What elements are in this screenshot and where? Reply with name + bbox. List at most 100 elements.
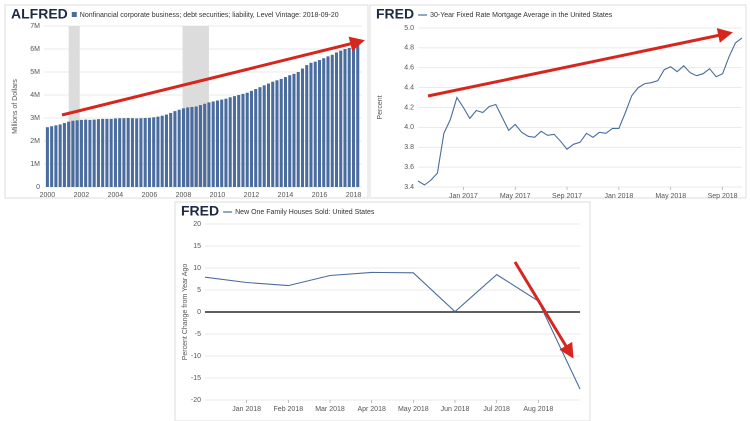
bar bbox=[271, 81, 275, 187]
bar bbox=[309, 62, 313, 187]
bar bbox=[84, 119, 88, 187]
y-tick-label: 4.4 bbox=[404, 84, 414, 91]
bar bbox=[139, 118, 143, 187]
x-tick-label: Jun 2018 bbox=[441, 406, 470, 413]
bar bbox=[317, 60, 322, 187]
bar bbox=[177, 109, 181, 187]
bar bbox=[164, 114, 168, 187]
legend-label: New One Family Houses Sold: United State… bbox=[235, 209, 375, 216]
bar bbox=[292, 73, 296, 187]
bar bbox=[228, 97, 232, 187]
bar bbox=[245, 92, 249, 187]
bar bbox=[313, 61, 317, 187]
bar bbox=[67, 121, 71, 187]
x-tick-label: 2018 bbox=[346, 192, 362, 199]
y-tick-label: 5.0 bbox=[404, 25, 414, 32]
bar bbox=[190, 106, 194, 187]
bar bbox=[122, 118, 126, 187]
bar bbox=[207, 102, 211, 187]
bar bbox=[254, 89, 258, 187]
y-tick-label: 7M bbox=[30, 23, 40, 30]
y-tick-label: -10 bbox=[191, 353, 201, 360]
bar bbox=[152, 117, 156, 187]
y-tick-label: 4M bbox=[30, 92, 40, 99]
x-tick-label: 2012 bbox=[244, 192, 260, 199]
y-tick-label: 2M bbox=[30, 138, 40, 145]
y-tick-label: 6M bbox=[30, 46, 40, 53]
x-tick-label: May 2018 bbox=[398, 406, 429, 413]
x-tick-label: 2006 bbox=[142, 192, 158, 199]
arrow bbox=[513, 261, 574, 359]
bar bbox=[156, 116, 160, 187]
y-tick-label: 4.8 bbox=[404, 45, 414, 52]
y-tick-label: -5 bbox=[195, 331, 201, 338]
bar bbox=[351, 45, 356, 187]
bar bbox=[334, 52, 339, 188]
y-tick-label: 5 bbox=[197, 287, 201, 294]
x-tick-label: Feb 2018 bbox=[274, 406, 304, 413]
bar bbox=[181, 108, 185, 187]
bar bbox=[279, 78, 283, 187]
y-tick-label: -20 bbox=[191, 397, 201, 404]
bar bbox=[143, 118, 147, 187]
bar bbox=[356, 44, 360, 188]
bar bbox=[339, 50, 343, 187]
bar bbox=[71, 120, 75, 187]
bar bbox=[160, 115, 164, 187]
y-tick-label: 5M bbox=[30, 69, 40, 76]
y-tick-label: 20 bbox=[193, 221, 201, 228]
bar bbox=[326, 56, 330, 187]
bar bbox=[288, 75, 292, 187]
x-tick-label: Sep 2017 bbox=[552, 193, 582, 200]
legend-label: 30-Year Fixed Rate Mortgage Average in t… bbox=[430, 12, 613, 19]
bar bbox=[224, 98, 228, 187]
x-tick-label: May 2017 bbox=[500, 193, 531, 200]
bar bbox=[347, 47, 351, 187]
y-tick-label: -15 bbox=[191, 375, 201, 382]
x-tick-label: 2004 bbox=[108, 192, 124, 199]
bar bbox=[75, 120, 79, 187]
bar bbox=[173, 111, 177, 187]
bar bbox=[79, 119, 83, 187]
recession-shade bbox=[68, 26, 80, 187]
bar bbox=[215, 100, 219, 187]
x-tick-label: Jan 2018 bbox=[232, 406, 261, 413]
bar bbox=[198, 105, 202, 187]
x-tick-label: 2016 bbox=[312, 192, 328, 199]
y-tick-label: 0 bbox=[197, 309, 201, 316]
y-tick-label: 3M bbox=[30, 115, 40, 122]
bar bbox=[45, 127, 49, 187]
bar bbox=[237, 95, 241, 187]
bar bbox=[249, 90, 253, 187]
bar bbox=[241, 93, 245, 187]
bar bbox=[203, 103, 207, 187]
bar bbox=[305, 65, 309, 187]
bar bbox=[186, 107, 190, 187]
bar bbox=[220, 99, 224, 187]
logo: FRED bbox=[376, 6, 414, 22]
bar bbox=[169, 112, 173, 187]
panel bbox=[369, 4, 747, 199]
annotations bbox=[61, 28, 733, 359]
x-tick-label: 2002 bbox=[74, 192, 90, 199]
x-tick-label: Jan 2018 bbox=[604, 193, 633, 200]
bar bbox=[330, 54, 334, 187]
bar bbox=[62, 123, 66, 187]
chart-title: Nonfinancial corporate business; debt se… bbox=[80, 12, 339, 19]
x-tick-label: 2000 bbox=[40, 192, 56, 199]
y-axis-title: Millions of Dollars bbox=[12, 79, 19, 134]
y-axis-title: Percent Change from Year Ago bbox=[182, 264, 189, 361]
logo: ALFRED bbox=[11, 6, 68, 22]
x-tick-label: Jul 2018 bbox=[483, 406, 510, 413]
bar bbox=[262, 85, 266, 187]
series-line bbox=[417, 37, 743, 186]
y-tick-label: 3.4 bbox=[404, 184, 414, 191]
logo: FRED bbox=[181, 203, 219, 219]
y-axis-title: Percent bbox=[377, 95, 384, 119]
bar bbox=[275, 80, 279, 187]
y-tick-label: 4.0 bbox=[404, 124, 414, 131]
arrow bbox=[61, 36, 365, 117]
bar bbox=[105, 118, 109, 187]
x-tick-label: Aug 2018 bbox=[523, 406, 553, 413]
